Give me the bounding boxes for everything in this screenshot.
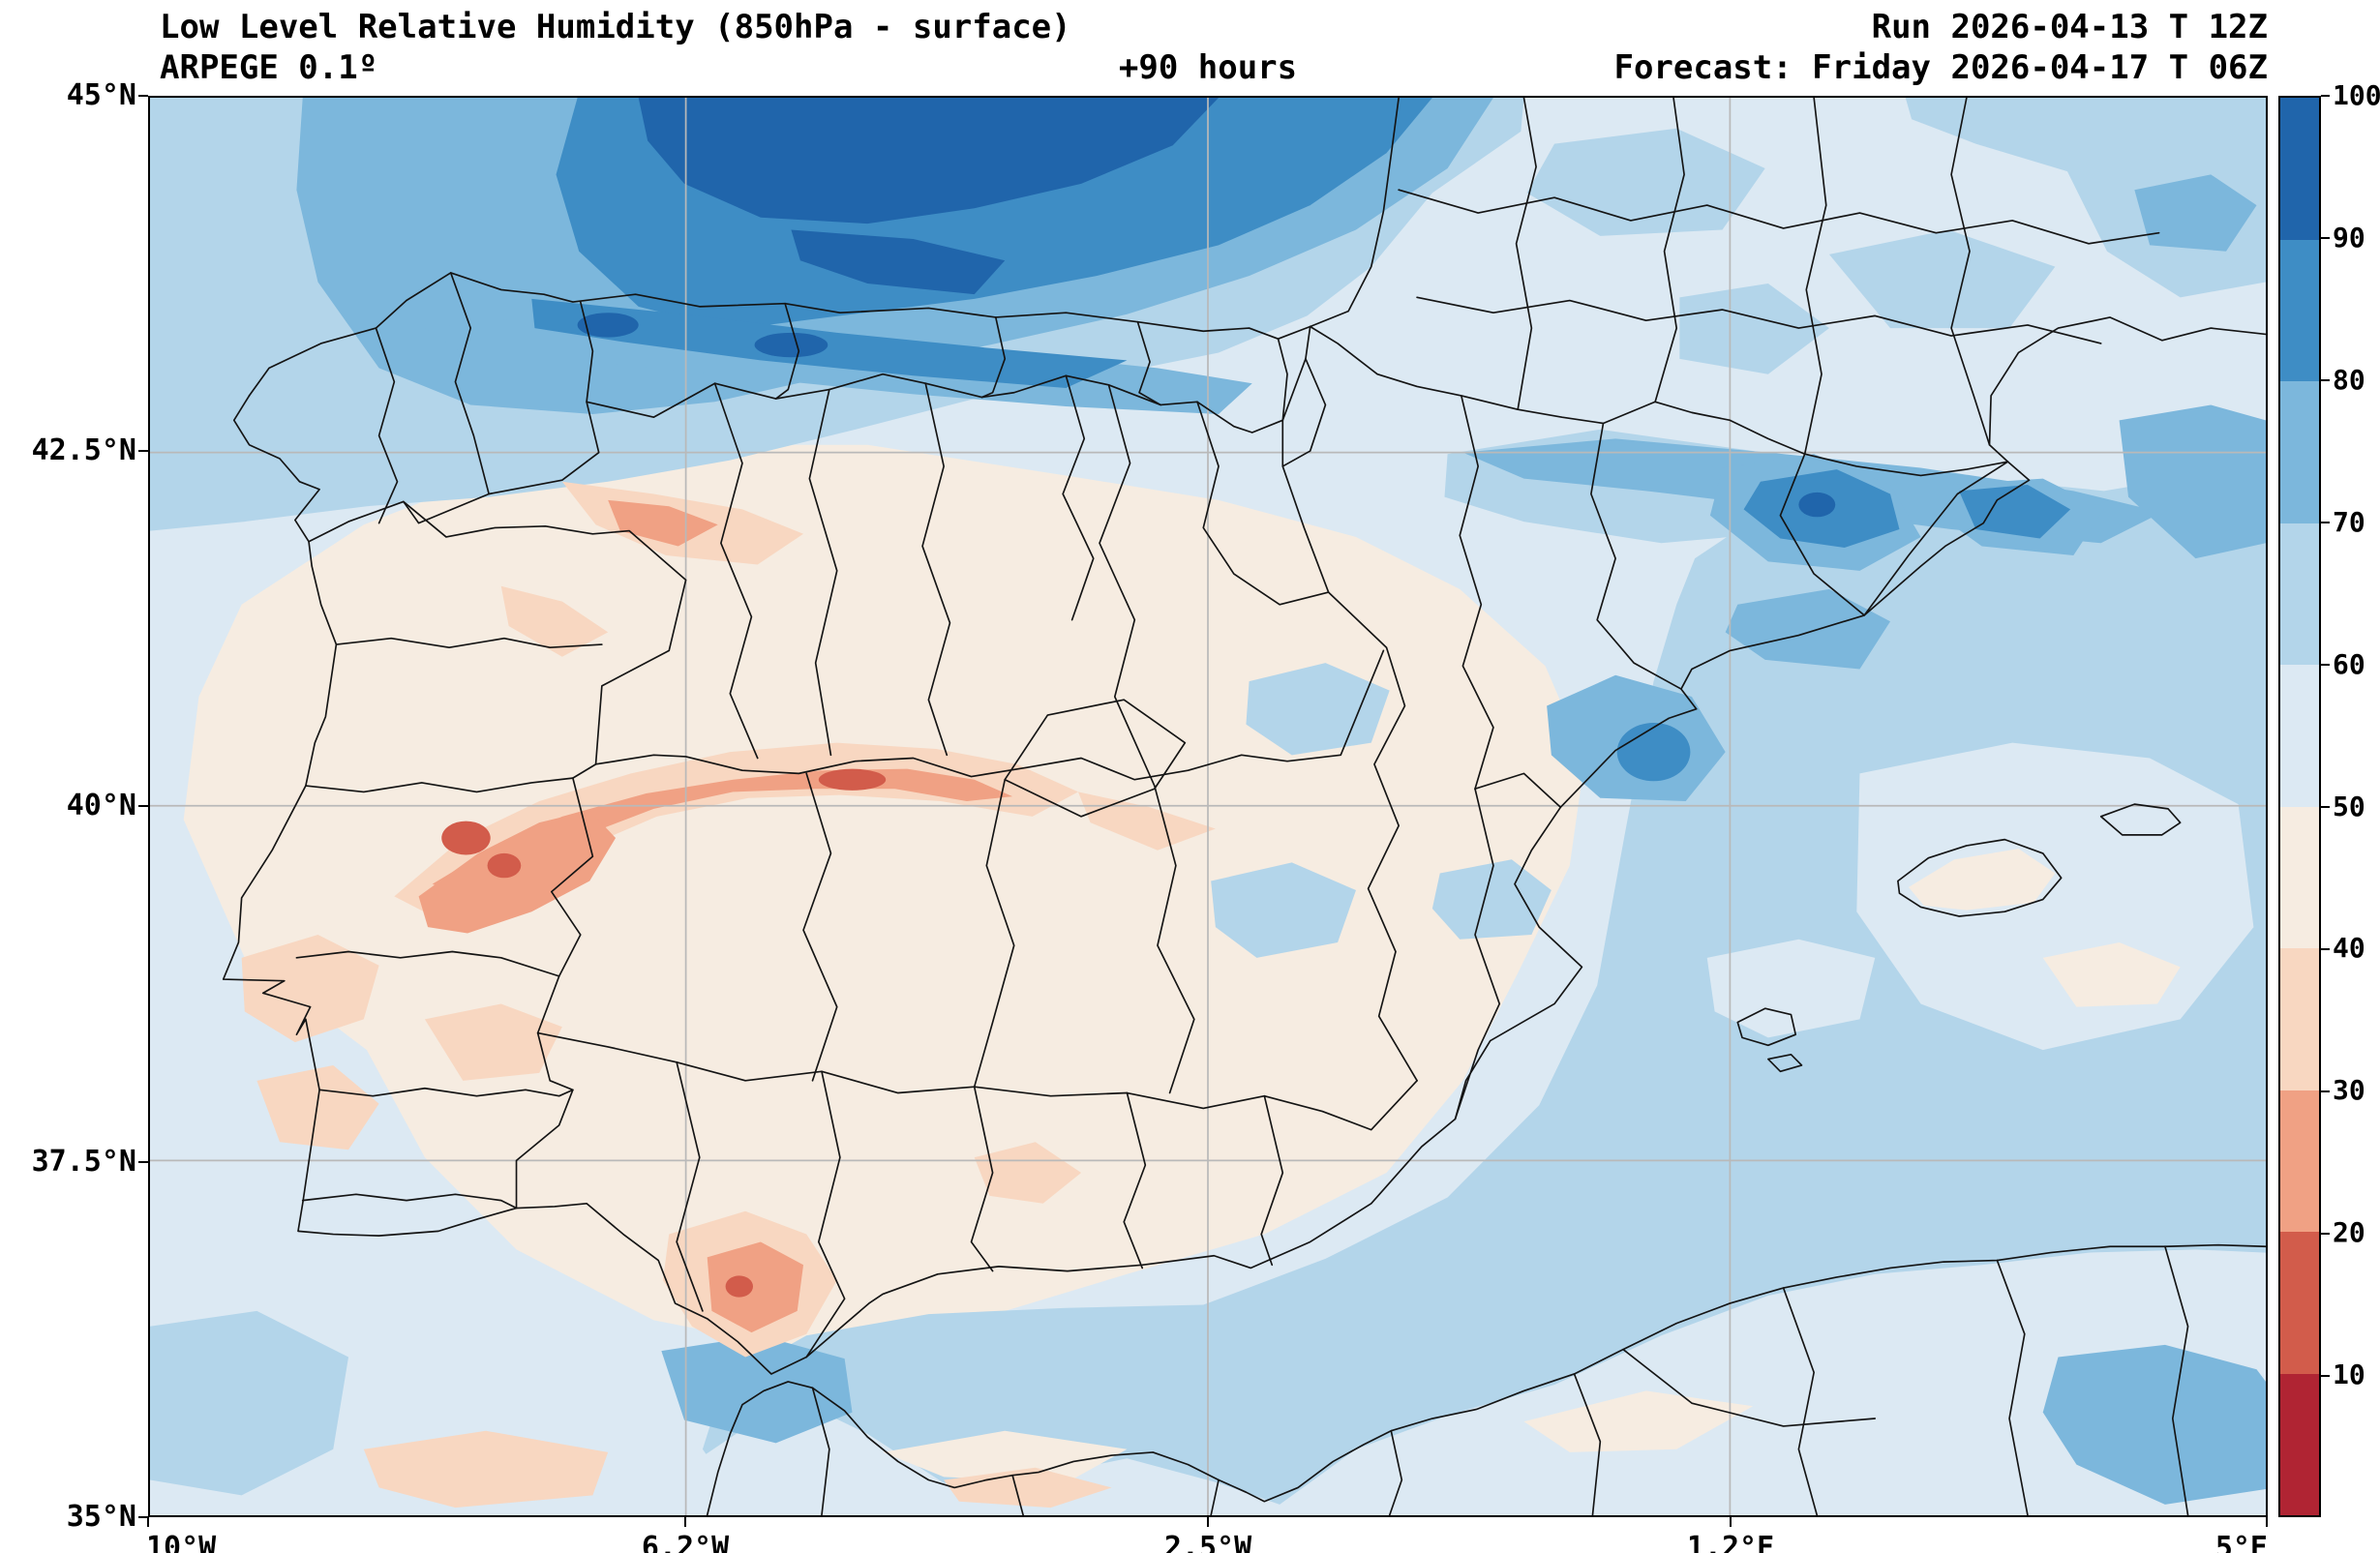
colorbar-tick-label: 100 bbox=[2333, 79, 2380, 111]
colorbar-tick-label: 30 bbox=[2333, 1074, 2365, 1106]
colorbar-tick-label: 80 bbox=[2333, 364, 2365, 396]
iberia-mediterranean-atlantic-coastline bbox=[222, 395, 2031, 1375]
map-plot bbox=[148, 96, 2268, 1517]
colorbar-segment-20-30 bbox=[2280, 1090, 2319, 1232]
colorbar-segment-10-20 bbox=[2280, 1232, 2319, 1374]
colorbar-tick bbox=[2321, 522, 2330, 523]
x-tick-label: 6.2°W bbox=[641, 1531, 730, 1553]
field-africa-and-balearic-pale bbox=[699, 742, 2266, 1515]
graticule bbox=[150, 98, 2266, 1515]
axis-tick bbox=[1730, 1517, 1732, 1527]
model-label: ARPEGE 0.1º bbox=[160, 48, 378, 87]
forecast-label: Forecast: Friday 2026-04-17 T 06Z bbox=[1613, 48, 2268, 87]
colorbar-tick bbox=[2321, 379, 2330, 381]
y-tick-label: 37.5°N bbox=[31, 1145, 136, 1179]
colorbar-segment-70-80 bbox=[2280, 381, 2319, 523]
colorbar-tick bbox=[2321, 806, 2330, 808]
africa-coastline bbox=[706, 1243, 2266, 1515]
y-tick-label: 35°N bbox=[66, 1500, 136, 1534]
field-interior-40-50 bbox=[183, 444, 1585, 1352]
colorbar-tick bbox=[2321, 1090, 2330, 1092]
axis-tick bbox=[138, 1516, 148, 1518]
colorbar-tick bbox=[2321, 237, 2330, 239]
page-title: Low Level Relative Humidity (850hPa - su… bbox=[160, 8, 1071, 46]
colorbar-tick-label: 50 bbox=[2333, 791, 2365, 822]
axis-tick bbox=[138, 95, 148, 97]
mallorca-coastline bbox=[1897, 838, 2063, 917]
colorbar-tick-label: 60 bbox=[2333, 648, 2365, 680]
y-tick-label: 42.5°N bbox=[31, 433, 136, 467]
colorbar-tick-label: 10 bbox=[2333, 1359, 2365, 1390]
menorca-coastline bbox=[2099, 803, 2182, 836]
formentera-coastline bbox=[1767, 1054, 1803, 1073]
x-tick-label: 5°E bbox=[2214, 1531, 2268, 1553]
axis-tick bbox=[138, 450, 148, 452]
field-mallorca-pale bbox=[1908, 849, 2056, 911]
field-10-20-cores bbox=[441, 768, 887, 1298]
colorbar-tick-label: 20 bbox=[2333, 1216, 2365, 1248]
colorbar-segment-60-70 bbox=[2280, 523, 2319, 665]
axis-tick bbox=[138, 805, 148, 807]
colorbar-tick-label: 40 bbox=[2333, 932, 2365, 964]
y-tick-label: 45°N bbox=[66, 78, 136, 112]
colorbar-tick bbox=[2321, 948, 2330, 950]
admin-boundaries bbox=[295, 98, 2189, 1515]
x-tick-label: 2.5°W bbox=[1163, 1531, 1252, 1553]
x-tick-label: 1.2°E bbox=[1686, 1531, 1775, 1553]
y-tick-label: 40°N bbox=[66, 789, 136, 822]
colorbar-segment-0-10 bbox=[2280, 1373, 2319, 1515]
axis-tick bbox=[684, 1517, 686, 1527]
colorbar-tick-label: 70 bbox=[2333, 506, 2365, 538]
colorbar-segment-40-50 bbox=[2280, 806, 2319, 948]
axis-tick bbox=[147, 1517, 149, 1527]
humidity-map-svg bbox=[150, 98, 2266, 1515]
colorbar-tick bbox=[2321, 1233, 2330, 1235]
colorbar-tick bbox=[2321, 1375, 2330, 1377]
colorbar-tick bbox=[2321, 95, 2330, 97]
humidity-field bbox=[150, 98, 2266, 1515]
x-tick-label: 10°W bbox=[146, 1531, 217, 1553]
run-label: Run 2026-04-13 T 12Z bbox=[1871, 8, 2268, 46]
field-90-100 bbox=[577, 98, 1836, 518]
colorbar-tick-label: 90 bbox=[2333, 222, 2365, 254]
axis-tick bbox=[2266, 1517, 2268, 1527]
ibiza-coastline bbox=[1736, 1007, 1797, 1047]
colorbar-tick bbox=[2321, 664, 2330, 666]
colorbar-segment-80-90 bbox=[2280, 239, 2319, 381]
coastlines bbox=[222, 98, 2266, 1515]
lead-time-label: +90 hours bbox=[1118, 48, 1298, 87]
french-mediterranean-coastline bbox=[1988, 316, 2266, 463]
colorbar-segment-50-60 bbox=[2280, 665, 2319, 807]
axis-tick bbox=[1207, 1517, 1209, 1527]
axis-tick bbox=[138, 1161, 148, 1163]
colorbar-segment-90-100 bbox=[2280, 98, 2319, 240]
field-20-30 bbox=[418, 499, 1013, 1333]
colorbar-segment-30-40 bbox=[2280, 948, 2319, 1090]
colorbar bbox=[2278, 96, 2321, 1517]
iberia-north-and-french-atlantic-coastline bbox=[248, 98, 1400, 397]
